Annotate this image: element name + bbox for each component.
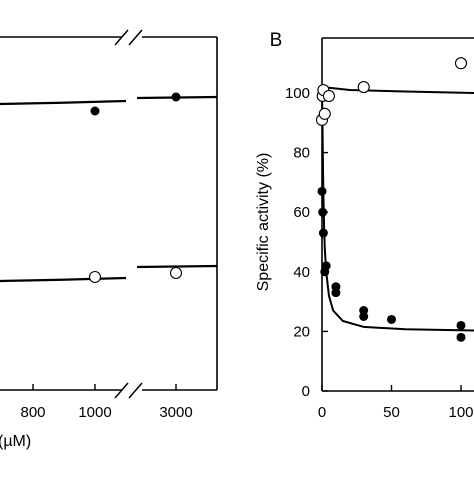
panel-a-open-point bbox=[169, 266, 183, 280]
panel-a-x-tick-label: 800 bbox=[20, 404, 45, 421]
panel-a-x-tick-label: 1000 bbox=[78, 404, 111, 421]
panel-b-fit-curve bbox=[321, 92, 474, 332]
panel-b-y-tick-label: 60 bbox=[293, 204, 310, 221]
panel-a-fit-curve bbox=[0, 99, 127, 106]
panel-b-filled-point bbox=[359, 312, 369, 321]
panel-a-filled-point bbox=[171, 92, 181, 102]
panel-b-open-point bbox=[318, 107, 331, 120]
panel-b-filled-point bbox=[331, 288, 341, 298]
panel-b-open-point bbox=[322, 89, 336, 103]
panel-b-x-tick-label: 0 bbox=[318, 404, 326, 421]
panel-a-open-point bbox=[88, 270, 102, 284]
panel-b-y-tick-label: 40 bbox=[293, 264, 310, 281]
panel-a-filled-point bbox=[90, 106, 100, 116]
panel-a-top-break-slash bbox=[128, 29, 143, 46]
panel-b-label: B bbox=[270, 30, 283, 51]
panel-a-bottom-break-slash bbox=[128, 382, 143, 399]
panel-b-y-tick-label: 20 bbox=[293, 323, 310, 340]
panel-a-fit-curve bbox=[0, 276, 127, 283]
panel-a-bottom-break-slash bbox=[114, 382, 129, 399]
panel-a-top-break-gap bbox=[122, 35, 142, 39]
panel-b-y-tick-label: 80 bbox=[293, 145, 310, 162]
panel-a-top-break-slash bbox=[114, 29, 129, 46]
panel-b-fit-curve bbox=[321, 86, 474, 94]
panel-b-filled-point bbox=[318, 228, 328, 238]
panel-b-filled-point bbox=[317, 186, 327, 196]
panel-b-filled-point bbox=[387, 314, 396, 324]
panel-b-y-tick-label: 0 bbox=[302, 383, 310, 400]
panel-b-open-point bbox=[454, 57, 468, 70]
panel-b-x-tick-label: 50 bbox=[383, 404, 400, 421]
panel-b-y-tick-label: 100 bbox=[285, 85, 310, 102]
panel-a-x-tick-label: 3000 bbox=[159, 404, 192, 421]
panel-b-filled-point bbox=[456, 320, 466, 330]
panel-b-y-axis-label: Specific activity (%) bbox=[255, 153, 272, 292]
panel-a-x-axis-label: (µM) bbox=[0, 433, 31, 450]
panel-b-filled-point bbox=[321, 261, 331, 271]
panel-a-fit-curve bbox=[136, 264, 218, 269]
panel-b-filled-point bbox=[456, 332, 466, 342]
panel-b-open-point bbox=[357, 80, 370, 94]
panel-b-filled-point bbox=[318, 207, 328, 217]
panel-b-x-tick-label: 100 bbox=[448, 404, 473, 421]
